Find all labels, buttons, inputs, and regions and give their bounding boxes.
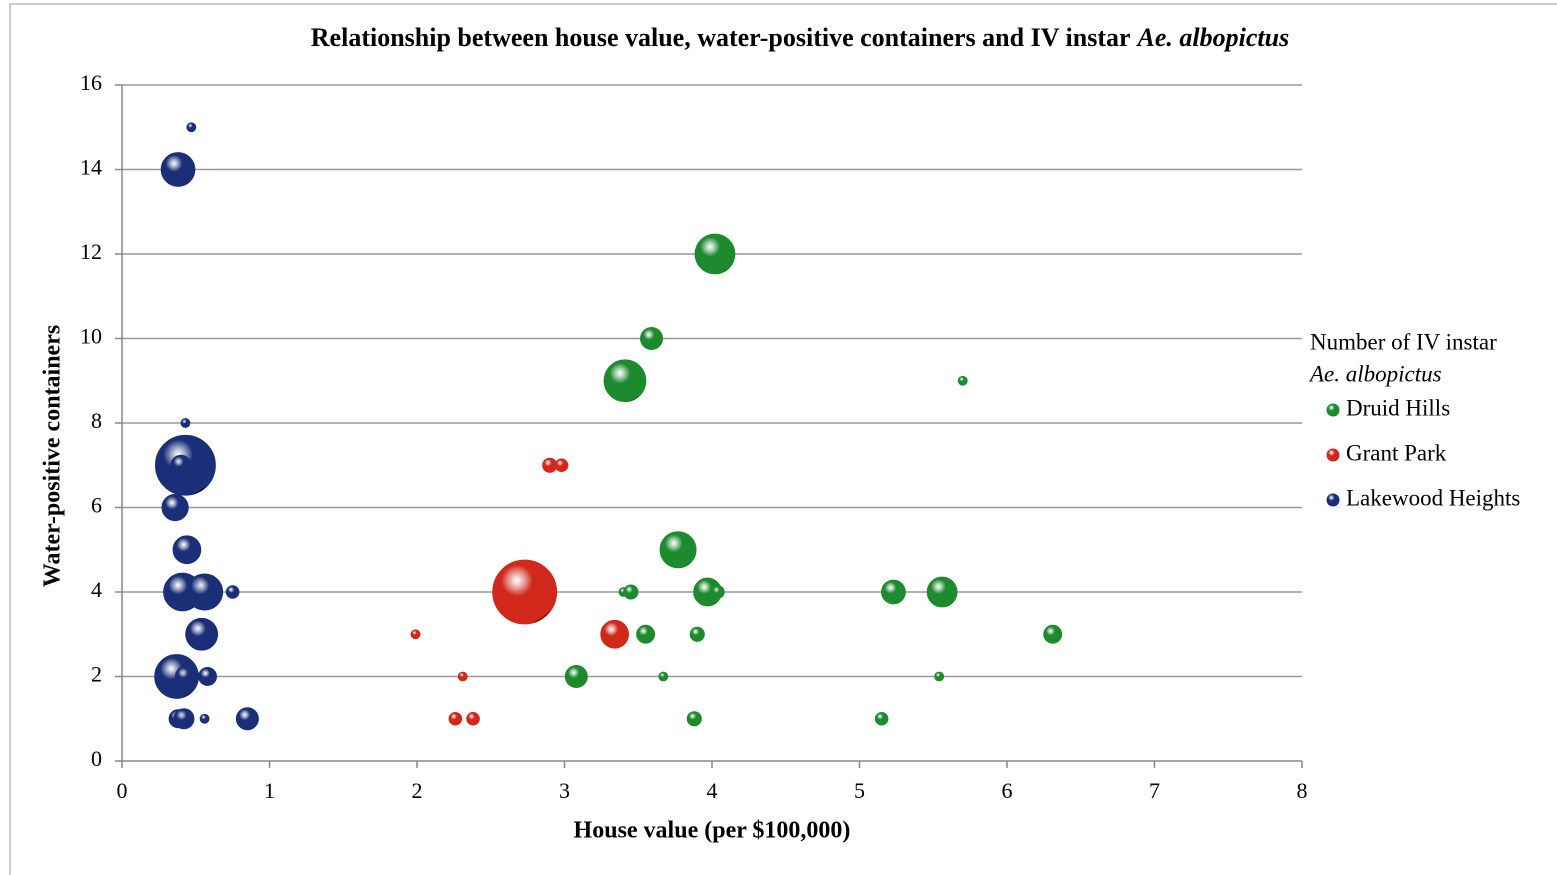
x-tick-label: 7 [1149, 778, 1160, 803]
chart-title: Relationship between house value, water-… [311, 23, 1289, 52]
x-tick-label: 0 [117, 778, 128, 803]
x-tick-label: 3 [559, 778, 570, 803]
y-tick-label: 6 [91, 493, 102, 518]
bubble [235, 707, 259, 731]
y-tick-label: 4 [91, 577, 102, 602]
y-tick-label: 8 [91, 408, 102, 433]
bubble [160, 152, 196, 187]
bubble [410, 629, 421, 640]
bubble [180, 418, 191, 428]
chart-frame [9, 3, 1557, 875]
x-tick-label: 1 [264, 778, 275, 803]
legend-marker [1326, 448, 1340, 462]
bubble [636, 624, 656, 644]
bubble [926, 576, 958, 608]
y-tick-label: 16 [80, 70, 102, 95]
y-tick-label: 14 [80, 155, 102, 180]
legend-label: Druid Hills [1346, 395, 1450, 420]
legend-marker [1326, 493, 1340, 507]
bubble [689, 626, 705, 642]
legend-label: Grant Park [1346, 440, 1447, 465]
bubble [172, 535, 202, 565]
bubble [564, 665, 588, 688]
bubble [957, 375, 968, 386]
bubble [457, 671, 468, 682]
legend-marker [1326, 403, 1340, 417]
bubble [934, 671, 945, 682]
bubble [225, 585, 240, 599]
x-tick-label: 6 [1002, 778, 1013, 803]
legend-title: Number of IV instar [1310, 329, 1497, 354]
x-tick-label: 5 [854, 778, 865, 803]
bubble [1043, 624, 1063, 644]
bubble [603, 359, 647, 403]
legend-title-italic: Ae. albopictus [1308, 361, 1442, 386]
y-tick-label: 2 [91, 662, 102, 687]
x-axis-label: House value (per $100,000) [574, 818, 851, 844]
bubble [173, 708, 195, 730]
bubble [686, 711, 702, 727]
bubble [198, 667, 218, 686]
bubble [492, 559, 558, 625]
bubble [874, 711, 889, 726]
bubble [600, 619, 629, 649]
bubble [554, 458, 569, 473]
y-tick-label: 10 [80, 324, 102, 349]
bubble [466, 711, 480, 726]
bubble [185, 617, 219, 651]
bubble [623, 584, 639, 600]
bubble [161, 493, 189, 522]
legend-label: Lakewood Heights [1346, 485, 1520, 510]
x-tick-label: 4 [707, 778, 718, 803]
bubble [659, 531, 697, 569]
bubble [881, 579, 906, 605]
y-tick-label: 12 [80, 239, 102, 264]
bubble [658, 671, 669, 682]
bubble [170, 454, 192, 476]
x-tick-label: 2 [412, 778, 423, 803]
bubble [174, 665, 196, 688]
title-italic: Ae. albopictus [1136, 23, 1290, 52]
y-tick-label: 0 [91, 746, 102, 771]
x-tick-label: 8 [1297, 778, 1308, 803]
title-text: Relationship between house value, water-… [311, 23, 1131, 52]
bubble [199, 713, 210, 724]
bubble [640, 327, 664, 350]
bubble [186, 573, 224, 611]
y-axis-label: Water-positive containers [40, 325, 66, 587]
bubble [186, 122, 197, 133]
bubble [448, 711, 463, 726]
bubble [694, 233, 736, 275]
bubble [711, 585, 725, 599]
